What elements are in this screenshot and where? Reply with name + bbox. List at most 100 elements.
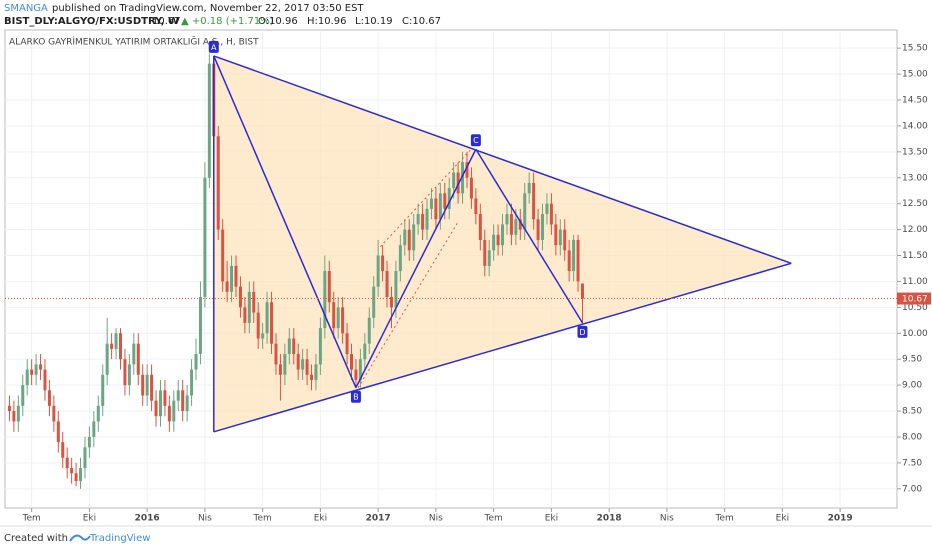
candle-body [398, 245, 402, 272]
candle-body [536, 219, 540, 240]
candle-body [145, 374, 149, 396]
candle-body [545, 203, 549, 215]
x-tick-label: 2017 [366, 514, 391, 524]
candle-body [56, 421, 60, 443]
candle-body [572, 239, 576, 272]
candle-body [234, 265, 238, 287]
y-tick-label: 9.00 [902, 381, 922, 391]
candle-body [412, 224, 416, 251]
y-tick-label: 15.50 [902, 44, 928, 54]
candle-body [256, 312, 260, 339]
symbol: BIST_DLY:ALGYO/FX:USDTRY, W [4, 16, 179, 27]
pattern-line [475, 148, 584, 324]
candle-body [447, 188, 451, 209]
candle-body [443, 193, 447, 209]
footer-brand[interactable]: TradingView [89, 533, 150, 544]
candle-body [323, 271, 327, 329]
candle-body [474, 198, 478, 215]
candle-body [127, 364, 131, 386]
candle-body [270, 302, 274, 344]
candle-body [465, 162, 469, 178]
candle-body [176, 390, 180, 401]
candle-body [25, 369, 29, 386]
y-tick-label: 13.50 [902, 147, 928, 157]
candle-body [496, 234, 500, 246]
x-tick-label: Eki [776, 514, 789, 524]
y-tick-label: 13.00 [902, 173, 928, 183]
x-tick-label: Nis [660, 514, 674, 524]
x-tick-label: Eki [83, 514, 96, 524]
candle-body [216, 136, 220, 230]
candle-body [292, 338, 296, 355]
author[interactable]: SMANGA [4, 3, 48, 14]
y-tick-label: 12.00 [902, 225, 928, 235]
candle-body [221, 229, 225, 282]
candle-body [274, 343, 278, 365]
candle-body [349, 354, 353, 370]
last-price: 10.67 [152, 16, 181, 27]
candle-body [278, 364, 282, 375]
candle-body [141, 374, 145, 396]
channel-line [380, 149, 471, 248]
candle-body [487, 250, 491, 266]
candle-body [478, 214, 482, 240]
candle-body [558, 229, 562, 246]
close-label: C:10.67 [402, 16, 441, 27]
candle-body [185, 395, 189, 412]
x-tick-label: Nis [198, 514, 212, 524]
candle-body [247, 291, 251, 323]
low-label: L:10.19 [355, 16, 393, 27]
candle-body [327, 271, 331, 303]
candle-body [580, 283, 584, 299]
pattern-line [213, 55, 792, 265]
candle-body [203, 177, 207, 297]
candle-body [150, 374, 154, 401]
y-tick-label: 14.00 [902, 121, 928, 131]
point-label: A [211, 43, 217, 52]
y-tick-label: 12.50 [902, 199, 928, 209]
candle-body [12, 411, 16, 422]
candle-body [70, 468, 74, 474]
candle-body [61, 442, 65, 458]
candle-body [381, 255, 385, 272]
candle-body [301, 359, 305, 370]
candle-body [385, 271, 389, 297]
candle-body [403, 229, 407, 246]
y-tick-label: 8.50 [902, 407, 922, 417]
candle-body [310, 374, 314, 380]
candle-body [16, 405, 20, 422]
candle-body [407, 229, 411, 251]
candle-body [438, 193, 442, 220]
point-badge [350, 390, 361, 403]
candle-body [563, 229, 567, 251]
candle-body [296, 354, 300, 370]
y-tick-label: 11.00 [902, 277, 928, 287]
candle-body [434, 198, 438, 220]
candle-body [83, 447, 87, 469]
y-tick-label: 8.00 [902, 432, 922, 442]
y-tick-label: 10.00 [902, 329, 928, 339]
candle-body [421, 214, 425, 230]
y-tick-label: 7.00 [902, 484, 922, 494]
candle-body [394, 271, 398, 308]
candle-body [469, 177, 473, 199]
candle-body [47, 390, 51, 406]
point-label: B [353, 393, 359, 402]
candle-body [527, 182, 531, 194]
pattern-line [355, 148, 477, 389]
candle-body [101, 374, 105, 406]
candle-body [21, 385, 25, 406]
candle-body [554, 224, 558, 246]
candle-body [230, 265, 234, 292]
candle-body [65, 457, 69, 469]
candle-body [452, 172, 456, 189]
candle-body [549, 203, 553, 225]
candle-body [34, 364, 38, 375]
candle-body [429, 198, 433, 209]
x-tick-label: Nis [429, 514, 443, 524]
y-tick-label: 14.50 [902, 95, 928, 105]
candle-body [158, 390, 162, 417]
candle-body [283, 354, 287, 375]
candle-body [341, 307, 345, 334]
candle-body [118, 333, 122, 360]
